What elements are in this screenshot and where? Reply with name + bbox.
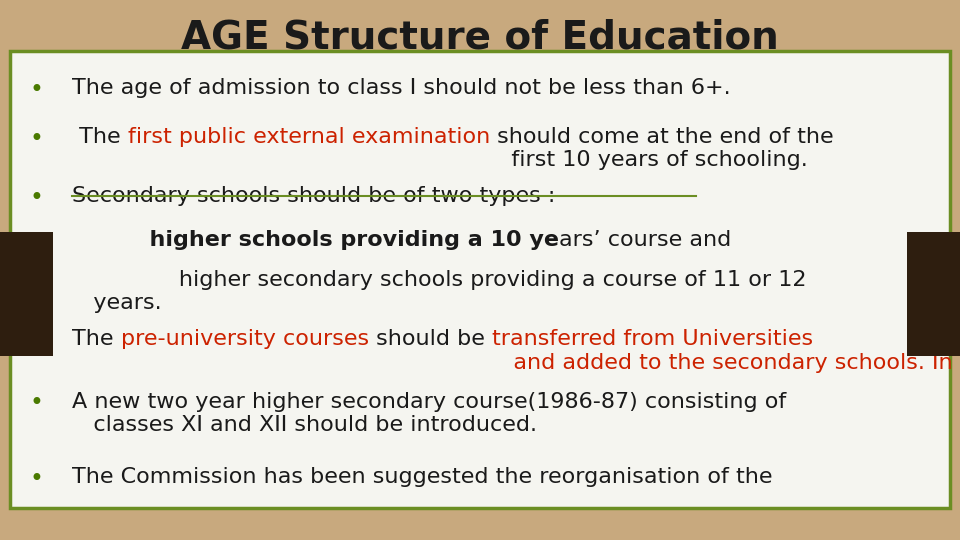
Text: A new two year higher secondary course(1986-87) consisting of
   classes XI and : A new two year higher secondary course(1… [72, 392, 786, 435]
Text: pre-university courses: pre-university courses [121, 329, 369, 349]
Text: Secondary schools should be of two types :: Secondary schools should be of two types… [72, 186, 556, 206]
Text: first public external examination: first public external examination [128, 127, 490, 147]
Text: should come at the end of the
   first 10 years of schooling.: should come at the end of the first 10 y… [490, 127, 833, 170]
Text: transferred from Universities
   and added to the secondary schools. In 1975-76.: transferred from Universities and added … [492, 329, 960, 373]
Text: •: • [30, 467, 43, 491]
Text: should be: should be [369, 329, 492, 349]
Text: •: • [30, 270, 43, 294]
Text: •: • [30, 230, 43, 253]
Text: ars’ course and: ars’ course and [559, 230, 732, 249]
Bar [0, 232, 53, 356]
Text: •: • [30, 127, 43, 151]
Text: AGE Structure of Education: AGE Structure of Education [181, 19, 779, 57]
Text: higher secondary schools providing a course of 11 or 12
   years.: higher secondary schools providing a cou… [72, 270, 806, 313]
Text: The: The [72, 127, 128, 147]
Text: The: The [72, 329, 121, 349]
Bar [907, 232, 960, 356]
Text: •: • [30, 186, 43, 210]
Text: The age of admission to class I should not be less than 6+.: The age of admission to class I should n… [72, 78, 731, 98]
Text: The Commission has been suggested the reorganisation of the: The Commission has been suggested the re… [72, 467, 773, 487]
FancyBboxPatch shape [10, 51, 950, 508]
Text: •: • [30, 329, 43, 353]
Text: •: • [30, 78, 43, 102]
Text: higher schools providing a 10 ye: higher schools providing a 10 ye [72, 230, 559, 249]
Text: •: • [30, 392, 43, 415]
